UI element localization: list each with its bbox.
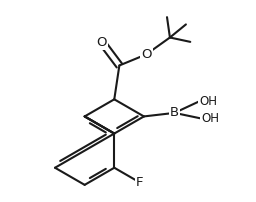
Text: OH: OH — [201, 112, 219, 125]
Text: OH: OH — [199, 95, 217, 108]
Text: O: O — [141, 48, 152, 61]
Text: F: F — [136, 176, 143, 189]
Text: B: B — [170, 106, 179, 119]
Text: O: O — [97, 36, 107, 49]
